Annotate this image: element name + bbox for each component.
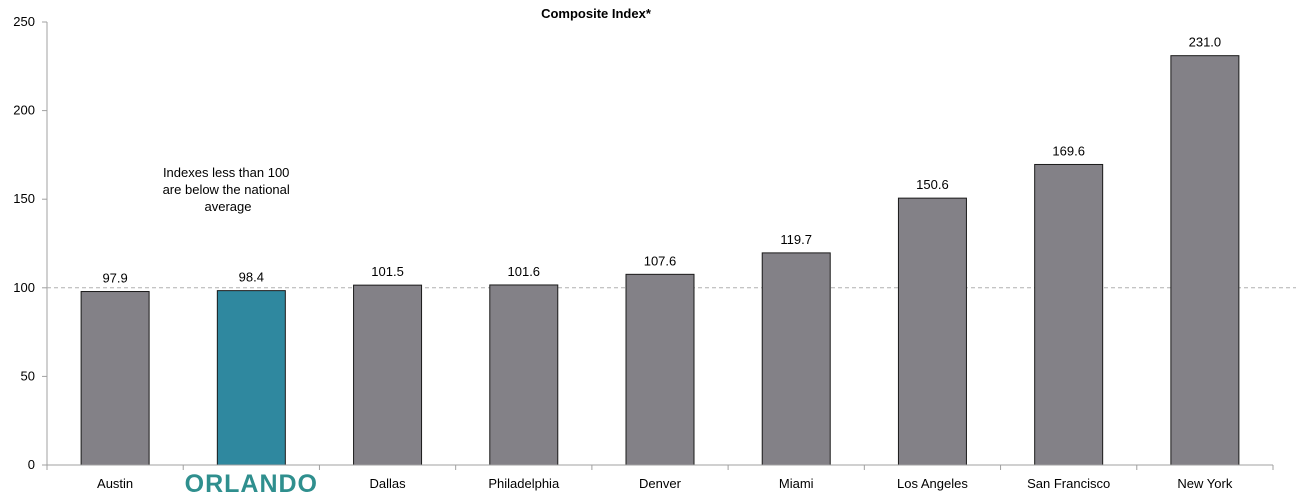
category-label-logo: ORLANDO [185,470,318,498]
bar [490,285,558,465]
data-label: 107.6 [644,253,677,268]
data-label: 169.6 [1052,143,1085,158]
category-label: New York [1177,476,1232,491]
y-tick-label: 100 [13,280,35,295]
bar [898,198,966,465]
category-label: Miami [779,476,814,491]
category-label: Dallas [369,476,406,491]
chart-title: Composite Index* [541,6,652,21]
bar [626,274,694,465]
annotation-line-2: are below the national [163,182,290,197]
bar [81,292,149,465]
y-tick-label: 150 [13,191,35,206]
data-label: 231.0 [1189,35,1222,50]
bar [762,253,830,465]
data-label: 101.6 [508,264,541,279]
y-tick-label: 50 [21,368,35,383]
x-axis: Austin ORLANDO Dallas Philadelphia Denver Mia… [47,465,1273,498]
y-tick-label: 200 [13,103,35,118]
bars: 97.9 98.4 101.5 101.6 107.6 119.7 150.6 169.6 23… [81,35,1239,465]
bar [354,285,422,465]
data-label: 101.5 [371,264,404,279]
data-label: 97.9 [102,271,127,286]
y-axis: 0 50 100 150 200 250 [13,14,47,472]
category-label: Austin [97,476,133,491]
y-tick-label: 250 [13,14,35,29]
data-label: 98.4 [239,270,264,285]
category-label: Denver [639,476,682,491]
bar [1171,56,1239,465]
category-label: Philadelphia [488,476,560,491]
data-label: 150.6 [916,177,949,192]
data-label: 119.7 [780,232,812,247]
annotation-line-3: average [205,199,252,214]
category-label: Los Angeles [897,476,968,491]
y-tick-label: 0 [28,457,35,472]
bar [217,291,285,465]
category-label: San Francisco [1027,476,1110,491]
annotation-text: Indexes less than 100 are below the nati… [163,165,294,214]
bar [1035,164,1103,465]
annotation-line-1: Indexes less than 100 [163,165,289,180]
